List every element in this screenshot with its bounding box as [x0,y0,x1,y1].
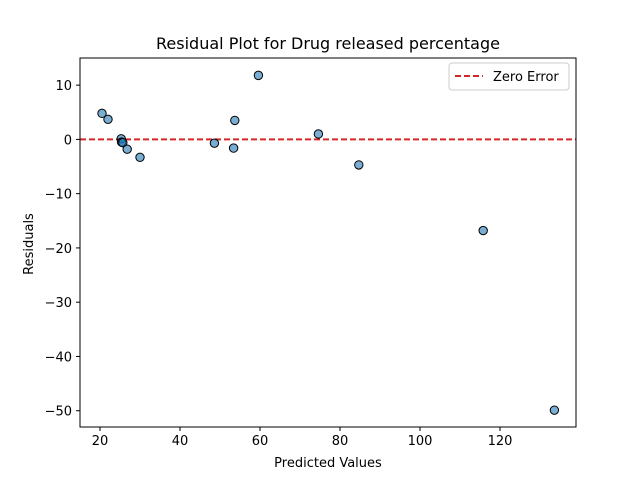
legend: Zero Error [448,62,570,91]
legend-box [448,62,570,91]
y-tick-label: −50 [45,405,72,420]
x-axis-label: Predicted Values [274,456,382,471]
x-tick-label: 60 [252,434,269,449]
plot-area [80,70,576,415]
residual-point [313,129,324,139]
residual-point [122,144,132,154]
residual-point [228,143,239,153]
residual-point [118,137,128,148]
residual-point [103,114,113,125]
residual-point [253,70,264,81]
y-tick-label: 0 [64,133,72,148]
y-tick-label: −30 [45,296,72,311]
chart-title: Residual Plot for Drug released percenta… [156,34,500,53]
y-tick-label: −40 [45,350,72,365]
x-tick-label: 80 [332,434,349,449]
x-tick-label: 40 [172,434,189,449]
residual-point [97,108,107,119]
x-tick-label: 120 [488,434,513,449]
legend-label: Zero Error [493,70,559,85]
y-tick-label: −10 [45,188,72,203]
residual-point [478,225,488,236]
x-tick-label: 100 [408,434,433,449]
y-tick-label: −20 [45,242,72,257]
y-axis-label: Residuals [22,213,37,275]
residual-point [135,152,145,163]
plot-frame [79,57,577,428]
x-tick-label: 20 [92,434,109,449]
residual-point [549,405,560,415]
y-tick-label: 10 [55,79,72,94]
residual-point [209,138,220,148]
residual-point [230,115,240,126]
residual-point [354,160,364,170]
